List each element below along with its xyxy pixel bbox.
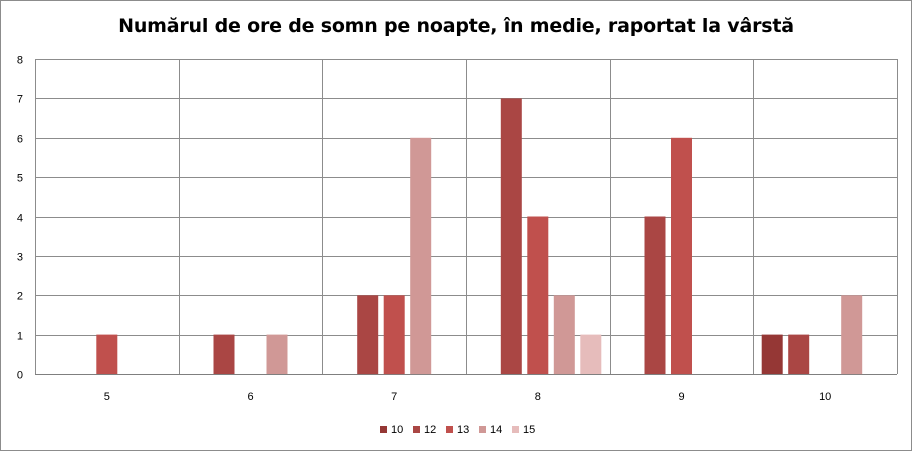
- x-tick-label: 10: [819, 391, 831, 403]
- y-tick-label: 8: [17, 55, 23, 67]
- x-tick-label: 8: [535, 391, 541, 403]
- bar-12-8: [500, 98, 522, 375]
- bar-12-9: [644, 216, 666, 374]
- y-tick-label: 7: [17, 94, 23, 106]
- bar-14-7: [410, 137, 432, 375]
- legend-label-14: 14: [490, 424, 502, 436]
- legend-label-13: 13: [457, 424, 469, 436]
- y-tick-label: 1: [17, 331, 23, 343]
- y-tick-label: 5: [17, 173, 23, 185]
- y-tick-label: 3: [17, 252, 23, 264]
- legend-label-10: 10: [391, 424, 403, 436]
- bar-13-7: [383, 295, 405, 375]
- x-tick-label: 7: [391, 391, 397, 403]
- x-tick-label: 6: [247, 391, 253, 403]
- bar-12-10: [788, 334, 810, 374]
- bar-13-8: [527, 216, 549, 374]
- x-tick-label: 5: [104, 391, 110, 403]
- legend-label-15: 15: [523, 424, 535, 436]
- bar-13-5: [96, 334, 118, 374]
- legend-swatch-12: [413, 426, 420, 433]
- y-tick-label: 2: [17, 291, 23, 303]
- legend-swatch-15: [512, 426, 519, 433]
- bar-15-8: [580, 334, 602, 374]
- legend-label-12: 12: [424, 424, 436, 436]
- chart-title: Numărul de ore de somn pe noapte, în med…: [118, 15, 794, 37]
- x-tick-label: 9: [678, 391, 684, 403]
- bar-13-9: [671, 137, 692, 375]
- y-tick-label: 6: [17, 134, 23, 146]
- bar-12-7: [357, 295, 379, 375]
- bar-10-10: [761, 334, 783, 374]
- y-tick-label: 0: [17, 370, 23, 382]
- bar-14-10: [841, 295, 863, 375]
- y-tick-label: 4: [17, 213, 23, 225]
- legend-swatch-14: [479, 426, 486, 433]
- bar-14-6: [266, 334, 288, 374]
- bar-14-8: [553, 295, 575, 375]
- bar-12-6: [213, 334, 235, 374]
- legend-swatch-13: [446, 426, 453, 433]
- legend-swatch-10: [380, 426, 387, 433]
